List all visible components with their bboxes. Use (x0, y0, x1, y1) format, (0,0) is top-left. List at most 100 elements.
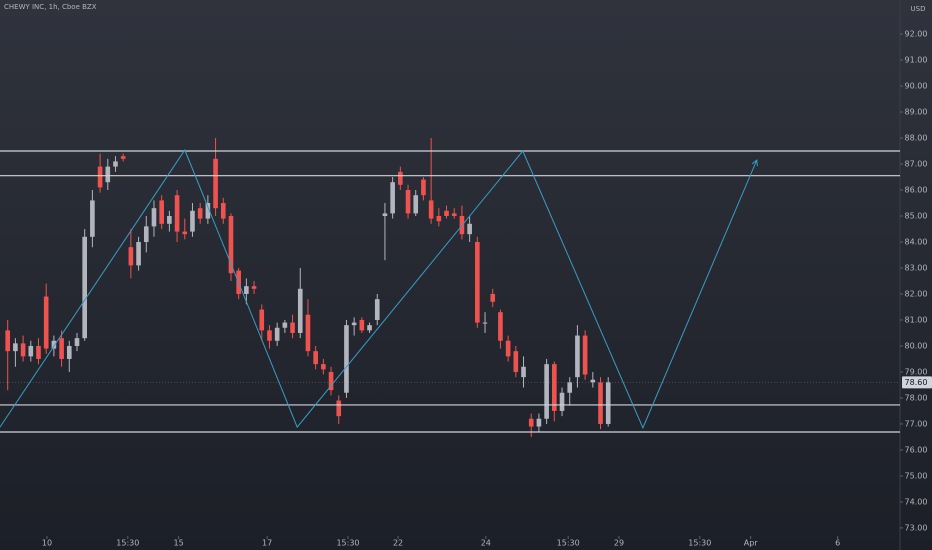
candle-body (220, 203, 226, 219)
x-tick-label: 24 (481, 539, 491, 548)
x-tick-label: 10 (42, 539, 52, 548)
chart-title: CHEWY INC, 1h, Cboe BZX (4, 3, 97, 11)
candle-body (398, 171, 403, 185)
candle-body (451, 213, 457, 216)
candle-body (190, 210, 195, 232)
candle-body (5, 330, 11, 352)
candle-body (482, 322, 488, 324)
y-tick-label: 92.00 (905, 30, 928, 39)
candle-body (475, 241, 480, 323)
candle-body (13, 343, 18, 352)
candle-body (197, 208, 203, 219)
x-tick-label: 15:30 (336, 539, 359, 548)
candle-body (521, 366, 526, 378)
candle-body (59, 338, 64, 359)
candle-body (552, 364, 557, 411)
candle-body (590, 379, 596, 383)
candle-body (36, 345, 41, 359)
y-tick-label: 87.00 (905, 160, 928, 169)
candle-body (82, 236, 87, 339)
candle-body (544, 364, 549, 419)
candle-body (405, 190, 411, 214)
candle-body (213, 158, 218, 209)
candle-body (136, 241, 141, 266)
candle-body (528, 418, 534, 427)
zigzag-arrowhead (751, 159, 758, 167)
x-tick-label: Apr (744, 539, 759, 548)
candle-body (336, 400, 342, 417)
candle-body (167, 215, 172, 224)
candle-body (305, 314, 311, 352)
y-tick-label: 78.00 (905, 393, 928, 402)
y-tick-label: 74.00 (905, 497, 928, 506)
y-tick-label: 81.00 (905, 315, 928, 324)
candle-body (282, 322, 288, 328)
x-tick-label: 15 (174, 539, 184, 548)
candle-body (413, 195, 419, 214)
zigzag-projection (0, 148, 758, 430)
candle-body (390, 182, 395, 214)
candle-body (20, 343, 26, 357)
x-tick-label: 15:30 (688, 539, 711, 548)
candle-body (182, 231, 188, 235)
candle-body (421, 179, 426, 196)
candle-body (313, 351, 318, 365)
x-tick-label: 6 (835, 539, 840, 548)
candle-body (605, 382, 611, 424)
candle-body (97, 166, 103, 188)
y-tick-label: 76.00 (905, 445, 928, 454)
candle-body (536, 418, 542, 427)
candle-body (582, 335, 588, 375)
x-tick-label: 17 (262, 539, 272, 548)
y-tick-label: 83.00 (905, 263, 928, 272)
candle-body (344, 325, 349, 393)
candle-body (444, 210, 449, 216)
candle-body (159, 200, 164, 224)
y-tick-label: 86.00 (905, 186, 928, 195)
candle-body (43, 296, 49, 349)
candle-body (151, 208, 157, 227)
y-tick-label: 85.00 (905, 211, 928, 220)
candle-body (436, 215, 442, 222)
y-tick-label: 82.00 (905, 289, 928, 298)
y-tick-label: 80.00 (905, 341, 928, 350)
candle-body (228, 215, 234, 274)
candle-body (120, 156, 126, 159)
last-price-label: 78.60 (905, 378, 928, 387)
y-tick-label: 91.00 (905, 56, 928, 65)
candle-body (359, 319, 365, 331)
y-tick-label: 73.00 (905, 523, 928, 532)
last-price-box (902, 376, 932, 389)
candle-body (28, 345, 34, 357)
candle-body (328, 371, 334, 391)
x-tick-label: 29 (614, 539, 624, 548)
candle-body (267, 330, 272, 341)
candle-body (74, 338, 80, 346)
candle-body (66, 345, 72, 359)
candle-body (244, 286, 249, 294)
y-tick-label: 84.00 (905, 237, 928, 246)
candle-body (367, 325, 372, 331)
candle-body (351, 322, 357, 326)
candle-body (90, 200, 95, 237)
candle-body (259, 309, 265, 331)
candle-body (598, 382, 603, 424)
candle-body (374, 299, 380, 320)
candle-body (498, 312, 503, 341)
candle-body (297, 288, 303, 333)
candle-body (113, 161, 118, 167)
x-tick-label: 15:30 (557, 539, 580, 548)
candle-body (505, 340, 511, 357)
candle-body (321, 364, 326, 370)
candle-body (205, 203, 211, 219)
y-tick-label: 90.00 (905, 82, 928, 91)
currency-label: USD (911, 5, 926, 13)
y-tick-label: 75.00 (905, 471, 928, 480)
y-tick-label: 77.00 (905, 419, 928, 428)
y-tick-label: 88.00 (905, 134, 928, 143)
candle-body (251, 286, 257, 289)
x-tick-label: 15:30 (116, 539, 139, 548)
